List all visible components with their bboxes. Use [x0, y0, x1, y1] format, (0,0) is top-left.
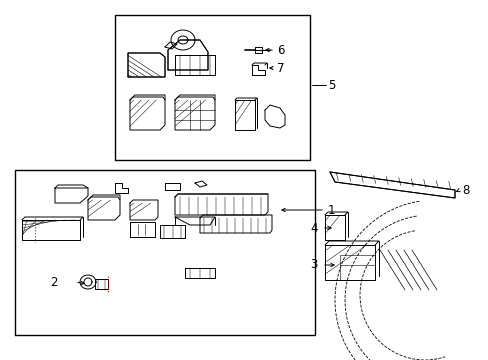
Text: 6: 6 [276, 44, 284, 57]
Polygon shape [168, 40, 207, 70]
Text: 4: 4 [310, 221, 317, 234]
Text: 5: 5 [327, 78, 335, 91]
Polygon shape [128, 53, 164, 77]
Text: 2: 2 [50, 275, 58, 288]
Polygon shape [329, 172, 454, 198]
Text: 7: 7 [276, 62, 284, 75]
Text: 8: 8 [461, 184, 468, 197]
Text: 1: 1 [327, 203, 335, 216]
Text: 3: 3 [310, 258, 317, 271]
